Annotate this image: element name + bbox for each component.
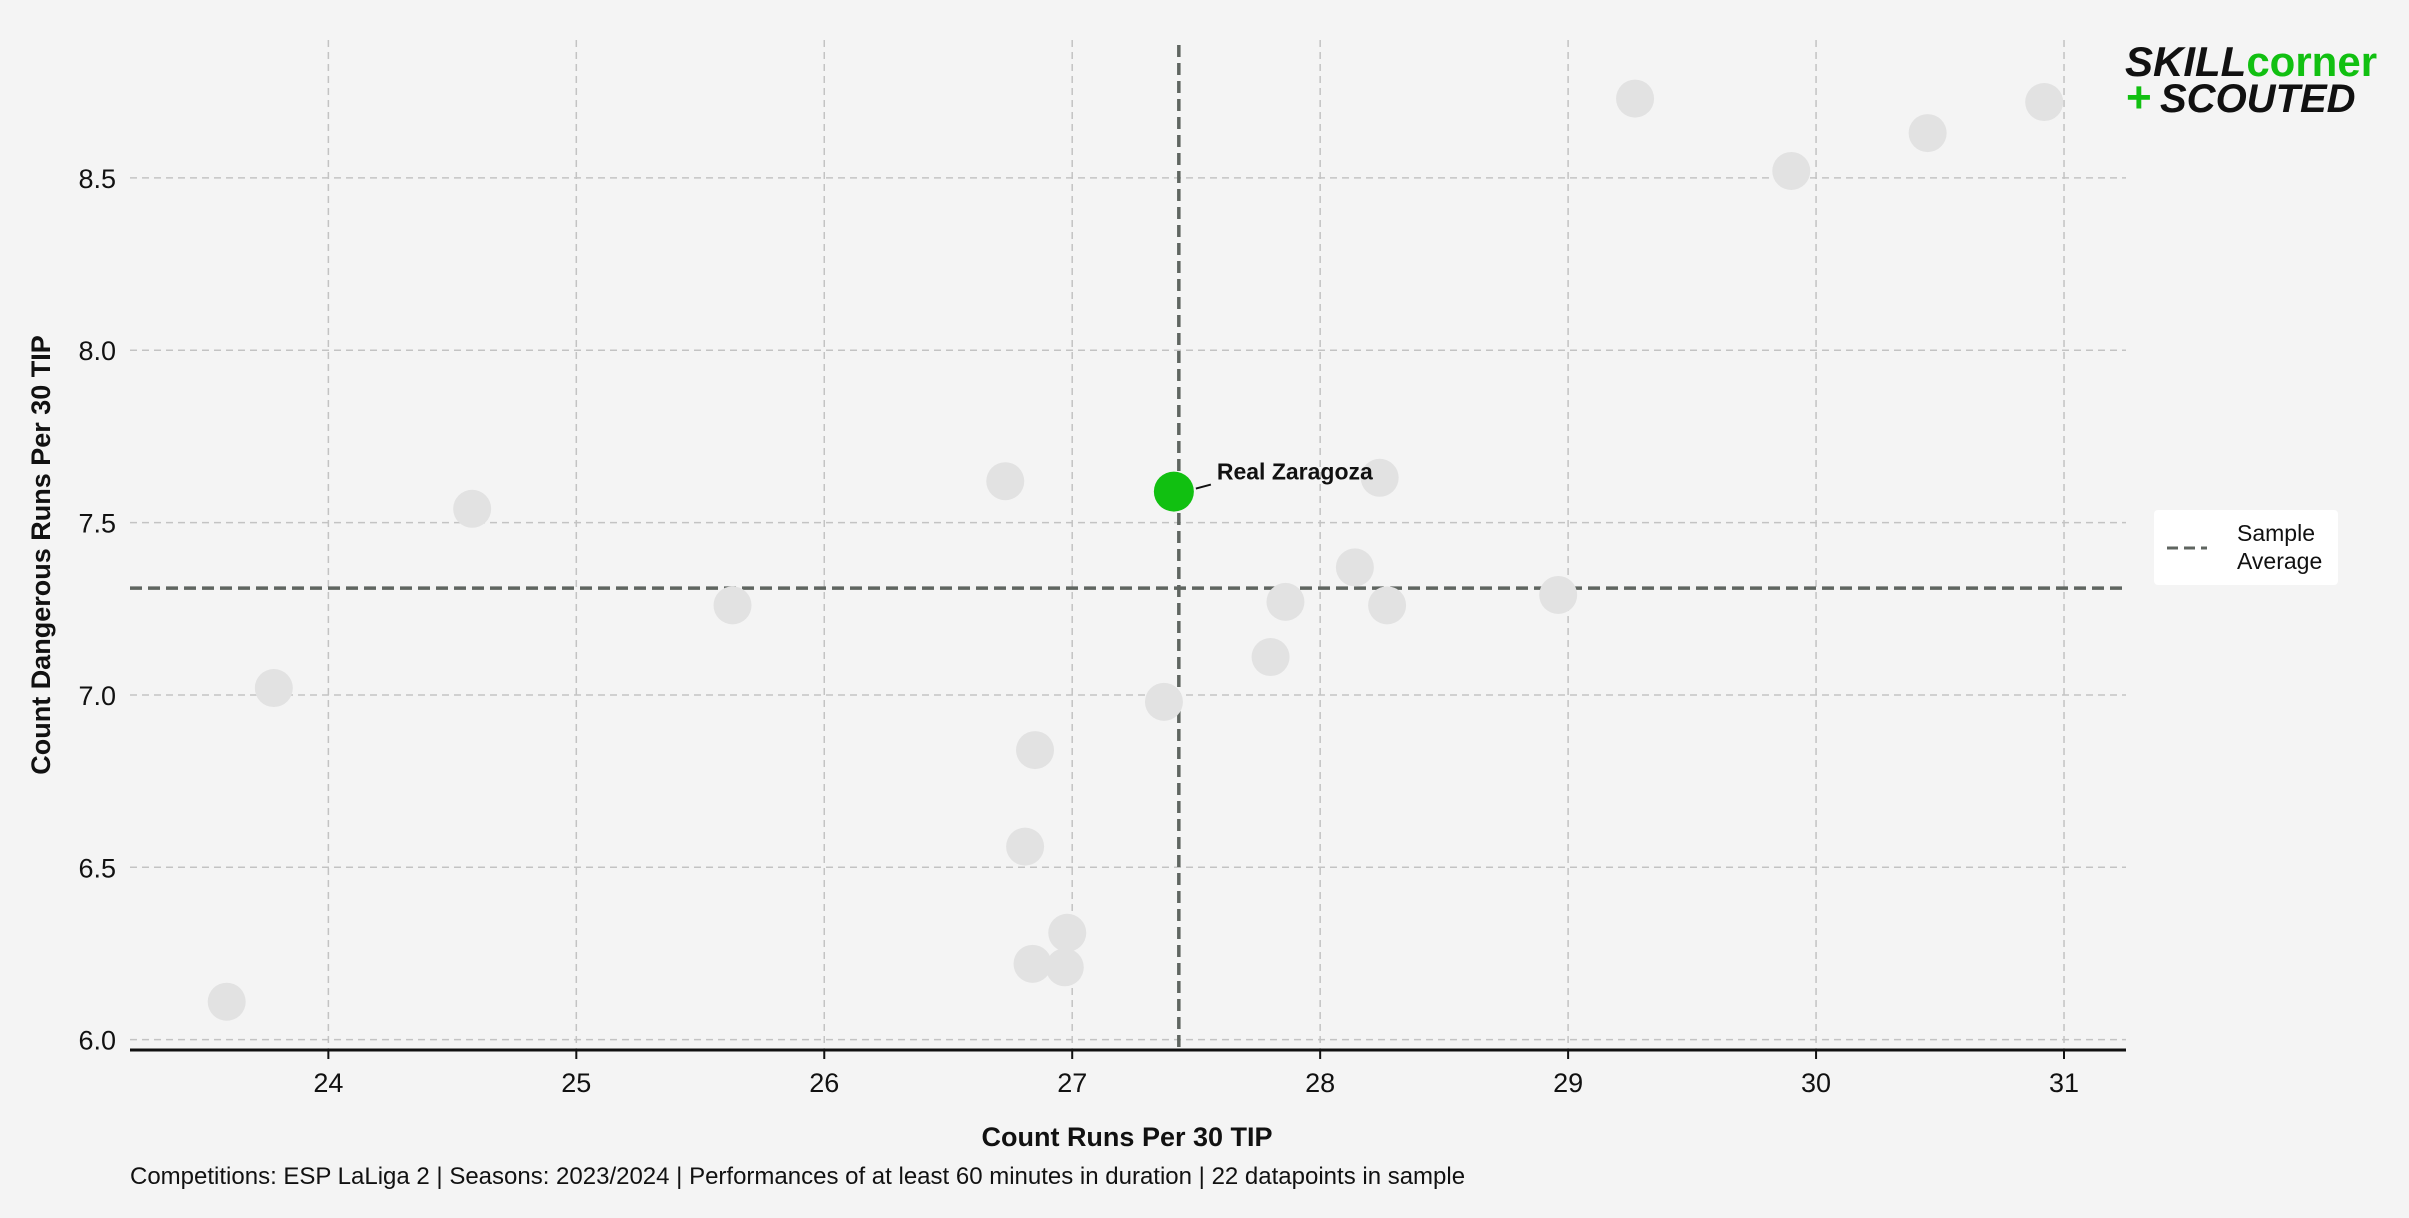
data-point [1368,586,1407,625]
axes: 24 25 26 27 28 29 30 31 6.0 6.5 7.0 7.5 8.0 8.5 [78,164,2126,1098]
x-tick-label: 28 [1305,1068,1335,1098]
data-point [254,669,293,708]
legend: Sample Average [2154,510,2338,585]
x-axis-title: Count Runs Per 30 TIP [981,1122,1272,1152]
legend-label-line2: Average [2237,548,2322,574]
y-tick-label: 7.5 [78,509,116,539]
x-tick-label: 30 [1801,1068,1831,1098]
logo-plus-icon: + [2126,73,2152,122]
data-point [1144,682,1183,721]
x-tick-label: 25 [561,1068,591,1098]
data-point [1616,79,1655,118]
highlight-label: Real Zaragoza [1217,459,1373,485]
highlight-point [1153,471,1194,512]
data-point [1006,827,1045,866]
data-points [207,79,2064,1021]
logo-corner-text: corner [2246,38,2377,85]
x-tick-label: 24 [313,1068,343,1098]
data-point [1772,151,1811,190]
data-point [1539,575,1578,614]
y-tick-label: 6.5 [78,853,116,883]
x-tick-label: 29 [1553,1068,1583,1098]
y-tick-label: 6.0 [78,1026,116,1056]
highlight-point-group: Real Zaragoza [1153,459,1373,512]
y-tick-label: 8.0 [78,336,116,366]
data-point [713,586,752,625]
skillcorner-scouted-logo: SKILLcorner + SCOUTED [2125,38,2377,122]
logo-scouted-text: SCOUTED [2160,77,2356,121]
y-axis-title: Count Dangerous Runs Per 30 TIP [26,335,56,775]
footer-caption: Competitions: ESP LaLiga 2 | Seasons: 20… [130,1163,1465,1190]
data-point [1045,948,1084,987]
data-point [1335,548,1374,587]
sample-average-lines [130,45,2126,1050]
y-tick-label: 8.5 [78,164,116,194]
logo-wordmark-top: SKILLcorner [2125,38,2377,85]
data-point [453,489,492,528]
data-point [2025,83,2064,122]
x-tick-label: 31 [2049,1068,2079,1098]
grid [130,40,2126,1050]
data-point [1048,913,1087,952]
data-point [207,982,246,1021]
x-tick-label: 26 [809,1068,839,1098]
data-point [1266,582,1305,621]
legend-box [2154,510,2338,585]
data-point [1908,114,1947,153]
y-tick-label: 7.0 [78,681,116,711]
data-point [1251,638,1290,677]
logo-skill-text: SKILL [2125,38,2246,85]
data-point [1360,458,1399,497]
highlight-leader-line [1195,483,1212,490]
data-point [1013,944,1052,983]
data-point [1016,731,1055,770]
data-point [986,462,1025,501]
x-tick-label: 27 [1057,1068,1087,1098]
legend-label-line1: Sample [2237,520,2315,546]
